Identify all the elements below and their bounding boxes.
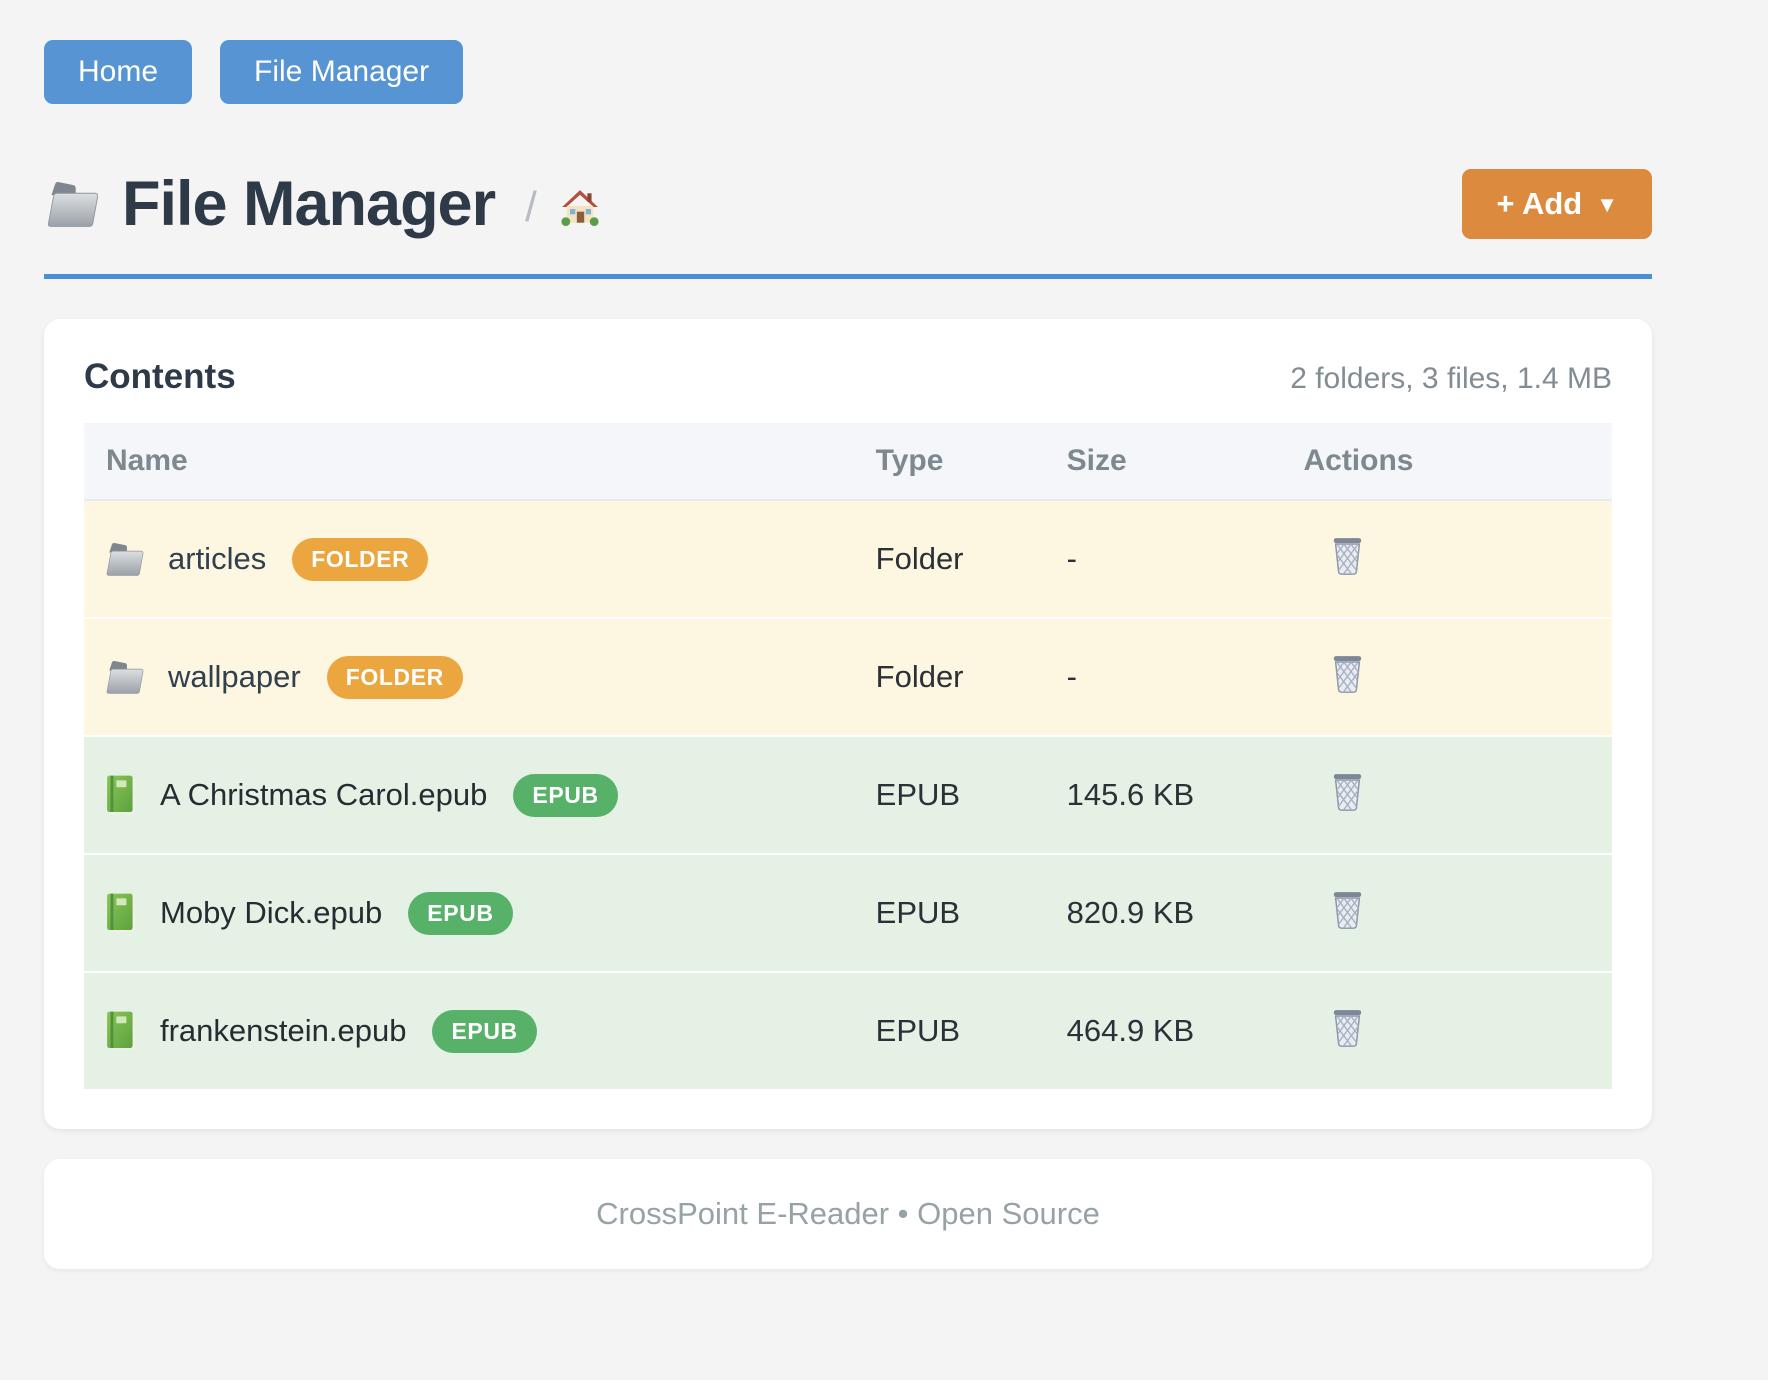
actions-cell — [1283, 735, 1612, 854]
caret-down-icon: ▼ — [1596, 192, 1618, 217]
size-cell: 464.9 KB — [1046, 971, 1284, 1089]
actions-cell — [1283, 971, 1612, 1089]
delete-button[interactable] — [1329, 1006, 1366, 1048]
type-cell: Folder — [855, 617, 1047, 736]
size-cell: 820.9 KB — [1046, 853, 1284, 972]
file-type-badge: EPUB — [432, 1009, 537, 1053]
page-title: File Manager — [122, 169, 496, 239]
actions-cell — [1283, 617, 1612, 736]
table-body: articles FOLDER Folder - — [84, 499, 1612, 1089]
file-name[interactable]: Moby Dick.epub — [160, 895, 383, 930]
green-book-icon — [104, 1010, 138, 1052]
page: Home File Manager File Manager / — [44, 0, 1652, 1269]
contents-card: Contents 2 folders, 3 files, 1.4 MB Name… — [44, 319, 1652, 1129]
table-row: Moby Dick.epub EPUB EPUB 820.9 KB — [84, 853, 1612, 972]
add-button-label: + Add — [1496, 186, 1583, 221]
table-row: A Christmas Carol.epub EPUB EPUB 145.6 K… — [84, 735, 1612, 854]
size-cell: 145.6 KB — [1046, 735, 1284, 854]
column-header-name: Name — [84, 423, 856, 500]
type-cell: EPUB — [855, 853, 1047, 972]
actions-cell — [1283, 499, 1612, 618]
name-cell: articles FOLDER — [84, 499, 856, 618]
title-group: File Manager / — [44, 168, 601, 240]
file-type-badge: FOLDER — [292, 537, 429, 581]
column-header-actions: Actions — [1283, 423, 1612, 500]
page-header: File Manager / + Add ▼ — [44, 168, 1652, 240]
delete-button[interactable] — [1329, 534, 1366, 576]
footer: CrossPoint E-Reader • Open Source — [44, 1159, 1652, 1269]
wastebasket-icon — [1329, 888, 1366, 930]
file-type-badge: EPUB — [408, 891, 513, 935]
file-name[interactable]: frankenstein.epub — [160, 1013, 407, 1048]
wastebasket-icon — [1329, 534, 1366, 576]
footer-text: CrossPoint E-Reader • Open Source — [596, 1196, 1100, 1231]
green-book-icon — [104, 892, 138, 934]
delete-button[interactable] — [1329, 888, 1366, 930]
file-name[interactable]: articles — [168, 541, 267, 576]
size-cell: - — [1046, 617, 1284, 736]
name-cell: A Christmas Carol.epub EPUB — [84, 735, 856, 854]
contents-summary: 2 folders, 3 files, 1.4 MB — [1290, 362, 1612, 395]
actions-cell — [1283, 853, 1612, 972]
contents-title: Contents — [84, 357, 236, 396]
file-type-badge: FOLDER — [326, 655, 463, 699]
table-row: articles FOLDER Folder - — [84, 499, 1612, 618]
type-cell: Folder — [855, 499, 1047, 618]
column-header-type: Type — [855, 423, 1047, 500]
name-cell: Moby Dick.epub EPUB — [84, 853, 856, 972]
header-rule — [44, 274, 1652, 279]
green-book-icon — [104, 774, 138, 816]
wastebasket-icon — [1329, 1006, 1366, 1048]
nav-home-button[interactable]: Home — [44, 40, 193, 104]
contents-card-header: Contents 2 folders, 3 files, 1.4 MB — [84, 357, 1612, 397]
top-nav: Home File Manager — [44, 0, 1652, 104]
type-cell: EPUB — [855, 735, 1047, 854]
column-header-size: Size — [1046, 423, 1284, 500]
type-cell: EPUB — [855, 971, 1047, 1089]
file-name[interactable]: wallpaper — [168, 659, 301, 694]
add-button[interactable]: + Add ▼ — [1462, 169, 1652, 239]
file-table: Name Type Size Actions — [84, 423, 1612, 1089]
house-icon[interactable] — [559, 179, 601, 229]
name-cell: frankenstein.epub EPUB — [84, 971, 856, 1089]
name-cell: wallpaper FOLDER — [84, 617, 856, 736]
breadcrumb-separator: / — [525, 183, 537, 230]
table-row: wallpaper FOLDER Folder - — [84, 617, 1612, 736]
nav-file-manager-button[interactable]: File Manager — [220, 40, 464, 104]
file-name[interactable]: A Christmas Carol.epub — [160, 777, 488, 812]
folder-icon — [104, 540, 146, 578]
table-row: frankenstein.epub EPUB EPUB 464.9 KB — [84, 971, 1612, 1089]
table-header-row: Name Type Size Actions — [84, 423, 1612, 500]
delete-button[interactable] — [1329, 770, 1366, 812]
wastebasket-icon — [1329, 770, 1366, 812]
file-type-badge: EPUB — [513, 773, 618, 817]
delete-button[interactable] — [1329, 652, 1366, 694]
size-cell: - — [1046, 499, 1284, 618]
open-folder-icon — [44, 178, 102, 230]
folder-icon — [104, 658, 146, 696]
wastebasket-icon — [1329, 652, 1366, 694]
